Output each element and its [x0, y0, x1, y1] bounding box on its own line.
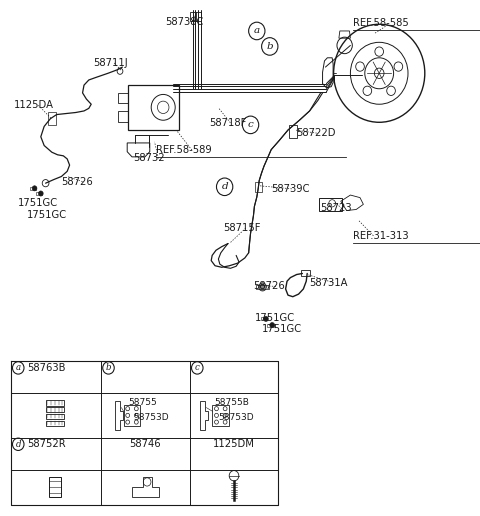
Bar	[267, 324, 274, 327]
Bar	[124, 405, 140, 426]
Text: c: c	[195, 363, 200, 373]
Bar	[46, 400, 64, 406]
Circle shape	[264, 316, 268, 321]
Bar	[46, 421, 64, 426]
Text: 58739C: 58739C	[271, 184, 310, 194]
Text: 58763B: 58763B	[27, 363, 65, 373]
Text: 1751GC: 1751GC	[26, 210, 67, 220]
Text: 58718F: 58718F	[209, 118, 246, 128]
Bar	[129, 85, 179, 130]
Bar	[118, 111, 129, 122]
Bar	[46, 414, 64, 419]
Bar	[261, 317, 267, 320]
Bar	[255, 182, 262, 192]
Bar	[319, 198, 342, 211]
Text: b: b	[106, 363, 111, 373]
Text: 58715F: 58715F	[223, 223, 261, 233]
Text: 58722D: 58722D	[297, 128, 336, 138]
Text: 58752R: 58752R	[27, 439, 65, 449]
Text: 58755B: 58755B	[215, 398, 250, 407]
Text: REF.58-585: REF.58-585	[353, 18, 408, 28]
Text: 1751GC: 1751GC	[262, 324, 302, 334]
Text: 58726: 58726	[253, 281, 285, 292]
Bar	[195, 12, 201, 21]
Text: 1751GC: 1751GC	[18, 198, 59, 208]
Circle shape	[259, 283, 266, 291]
Text: c: c	[248, 120, 253, 130]
Bar	[46, 407, 64, 412]
Text: 1751GC: 1751GC	[254, 313, 295, 323]
Text: 58738C: 58738C	[166, 17, 204, 27]
Bar	[289, 125, 297, 138]
Bar	[49, 477, 60, 497]
Bar	[36, 192, 42, 195]
Bar	[212, 405, 229, 426]
Text: 58753D: 58753D	[133, 413, 169, 423]
Bar	[256, 285, 269, 289]
Text: 58732: 58732	[133, 153, 165, 164]
Bar	[30, 187, 36, 190]
Text: 58731A: 58731A	[310, 278, 348, 288]
Bar	[48, 112, 56, 125]
Text: 1125DM: 1125DM	[213, 439, 255, 449]
Text: 58711J: 58711J	[94, 58, 128, 68]
Text: 58755: 58755	[129, 398, 157, 407]
Text: 58723: 58723	[321, 203, 352, 214]
Text: REF.58-589: REF.58-589	[156, 145, 212, 155]
Bar	[301, 270, 310, 276]
Circle shape	[270, 322, 275, 328]
Circle shape	[38, 191, 43, 196]
Text: 58746: 58746	[130, 439, 161, 449]
Circle shape	[32, 186, 37, 191]
Text: 1125DA: 1125DA	[13, 100, 53, 110]
Text: d: d	[15, 440, 21, 449]
Bar	[118, 93, 129, 103]
Bar	[190, 12, 196, 21]
Text: 58753D: 58753D	[218, 413, 254, 423]
Text: 58726: 58726	[61, 176, 93, 187]
Text: b: b	[266, 42, 273, 51]
Text: a: a	[16, 363, 21, 373]
Text: a: a	[254, 26, 260, 36]
Text: d: d	[221, 182, 228, 191]
Text: REF.31-313: REF.31-313	[353, 231, 408, 241]
